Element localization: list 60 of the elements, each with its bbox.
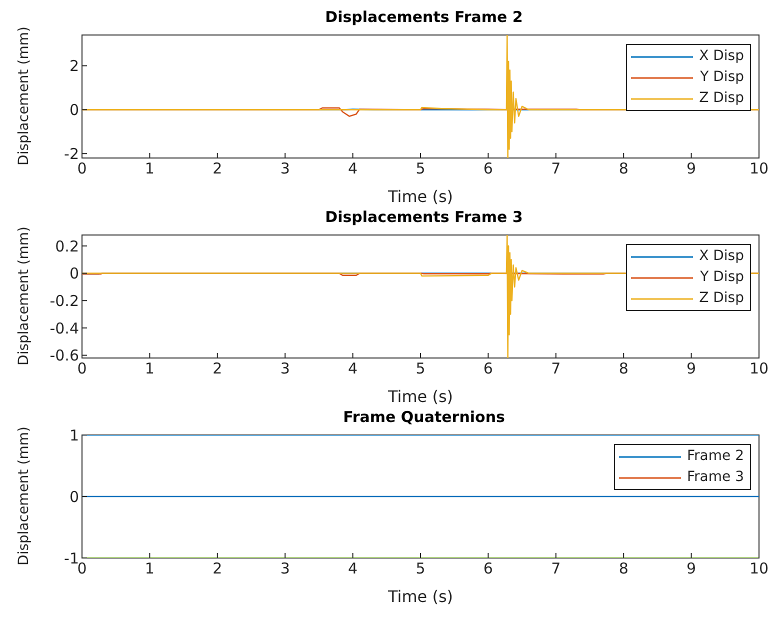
legend-label: X Disp [699,47,744,66]
y-tick-label: 2 [69,57,79,76]
x-tick-label: 1 [144,160,154,178]
x-tick-label: 3 [280,360,290,378]
y-tick-label: 0 [69,264,79,283]
x-tick-label: 6 [483,160,493,178]
y-axis-title: Displacement (mm) [16,226,32,366]
x-tick-label: 5 [416,160,426,178]
x-tick-label: 8 [618,360,628,378]
line-series [82,35,759,158]
x-axis-title: Time (s) [386,187,454,206]
x-tick-label: 3 [280,560,290,578]
x-tick-label: 4 [348,160,358,178]
x-tick-label: 9 [686,560,696,578]
x-tick-label: 7 [551,160,561,178]
x-tick-label: 2 [212,360,222,378]
y-tick-label: -1 [64,549,79,568]
y-tick-label: -0.2 [50,292,79,310]
x-tick-label: 5 [416,360,426,378]
x-tick-label: 1 [144,560,154,578]
x-tick-label: 9 [686,360,696,378]
x-tick-label: 10 [749,560,769,578]
line-series [82,235,759,358]
legend-label: Z Disp [699,89,744,108]
legend-label: Y Disp [700,268,744,287]
legend-label: Y Disp [700,68,744,87]
x-axis-title: Time (s) [386,387,454,406]
y-axis-title: Displacement (mm) [16,26,32,166]
x-tick-label: 5 [416,560,426,578]
x-tick-label: 6 [483,560,493,578]
x-tick-label: 4 [348,560,358,578]
x-tick-label: 7 [551,560,561,578]
y-tick-label: -0.4 [50,319,79,338]
chart-title: Displacements Frame 2 [324,8,524,26]
legend-label: Frame 2 [687,447,744,466]
legend-label: X Disp [699,247,744,266]
x-axis-title: Time (s) [386,587,454,606]
x-tick-label: 3 [280,160,290,178]
x-tick-label: 1 [144,360,154,378]
y-axis-title: Displacement (mm) [16,426,32,566]
chart-title: Displacements Frame 3 [324,208,524,226]
x-tick-label: 2 [212,560,222,578]
y-tick-label: 0 [69,488,79,506]
y-tick-label: 1 [69,426,79,444]
x-tick-label: 2 [212,160,222,178]
x-tick-label: 8 [618,560,628,578]
y-tick-label: 0.2 [55,237,79,256]
legend-label: Z Disp [699,289,744,308]
x-tick-label: 6 [483,360,493,378]
y-tick-label: 0 [69,101,79,120]
x-tick-label: 7 [551,360,561,378]
x-tick-label: 9 [686,160,696,178]
y-tick-label: -2 [64,144,79,163]
legend-label: Frame 3 [687,468,744,487]
x-tick-label: 8 [618,160,628,178]
y-tick-label: -0.6 [50,346,79,365]
x-tick-label: 10 [749,160,769,178]
x-tick-label: 10 [749,360,769,378]
chart-title: Frame Quaternions [342,408,506,426]
x-tick-label: 4 [348,360,358,378]
